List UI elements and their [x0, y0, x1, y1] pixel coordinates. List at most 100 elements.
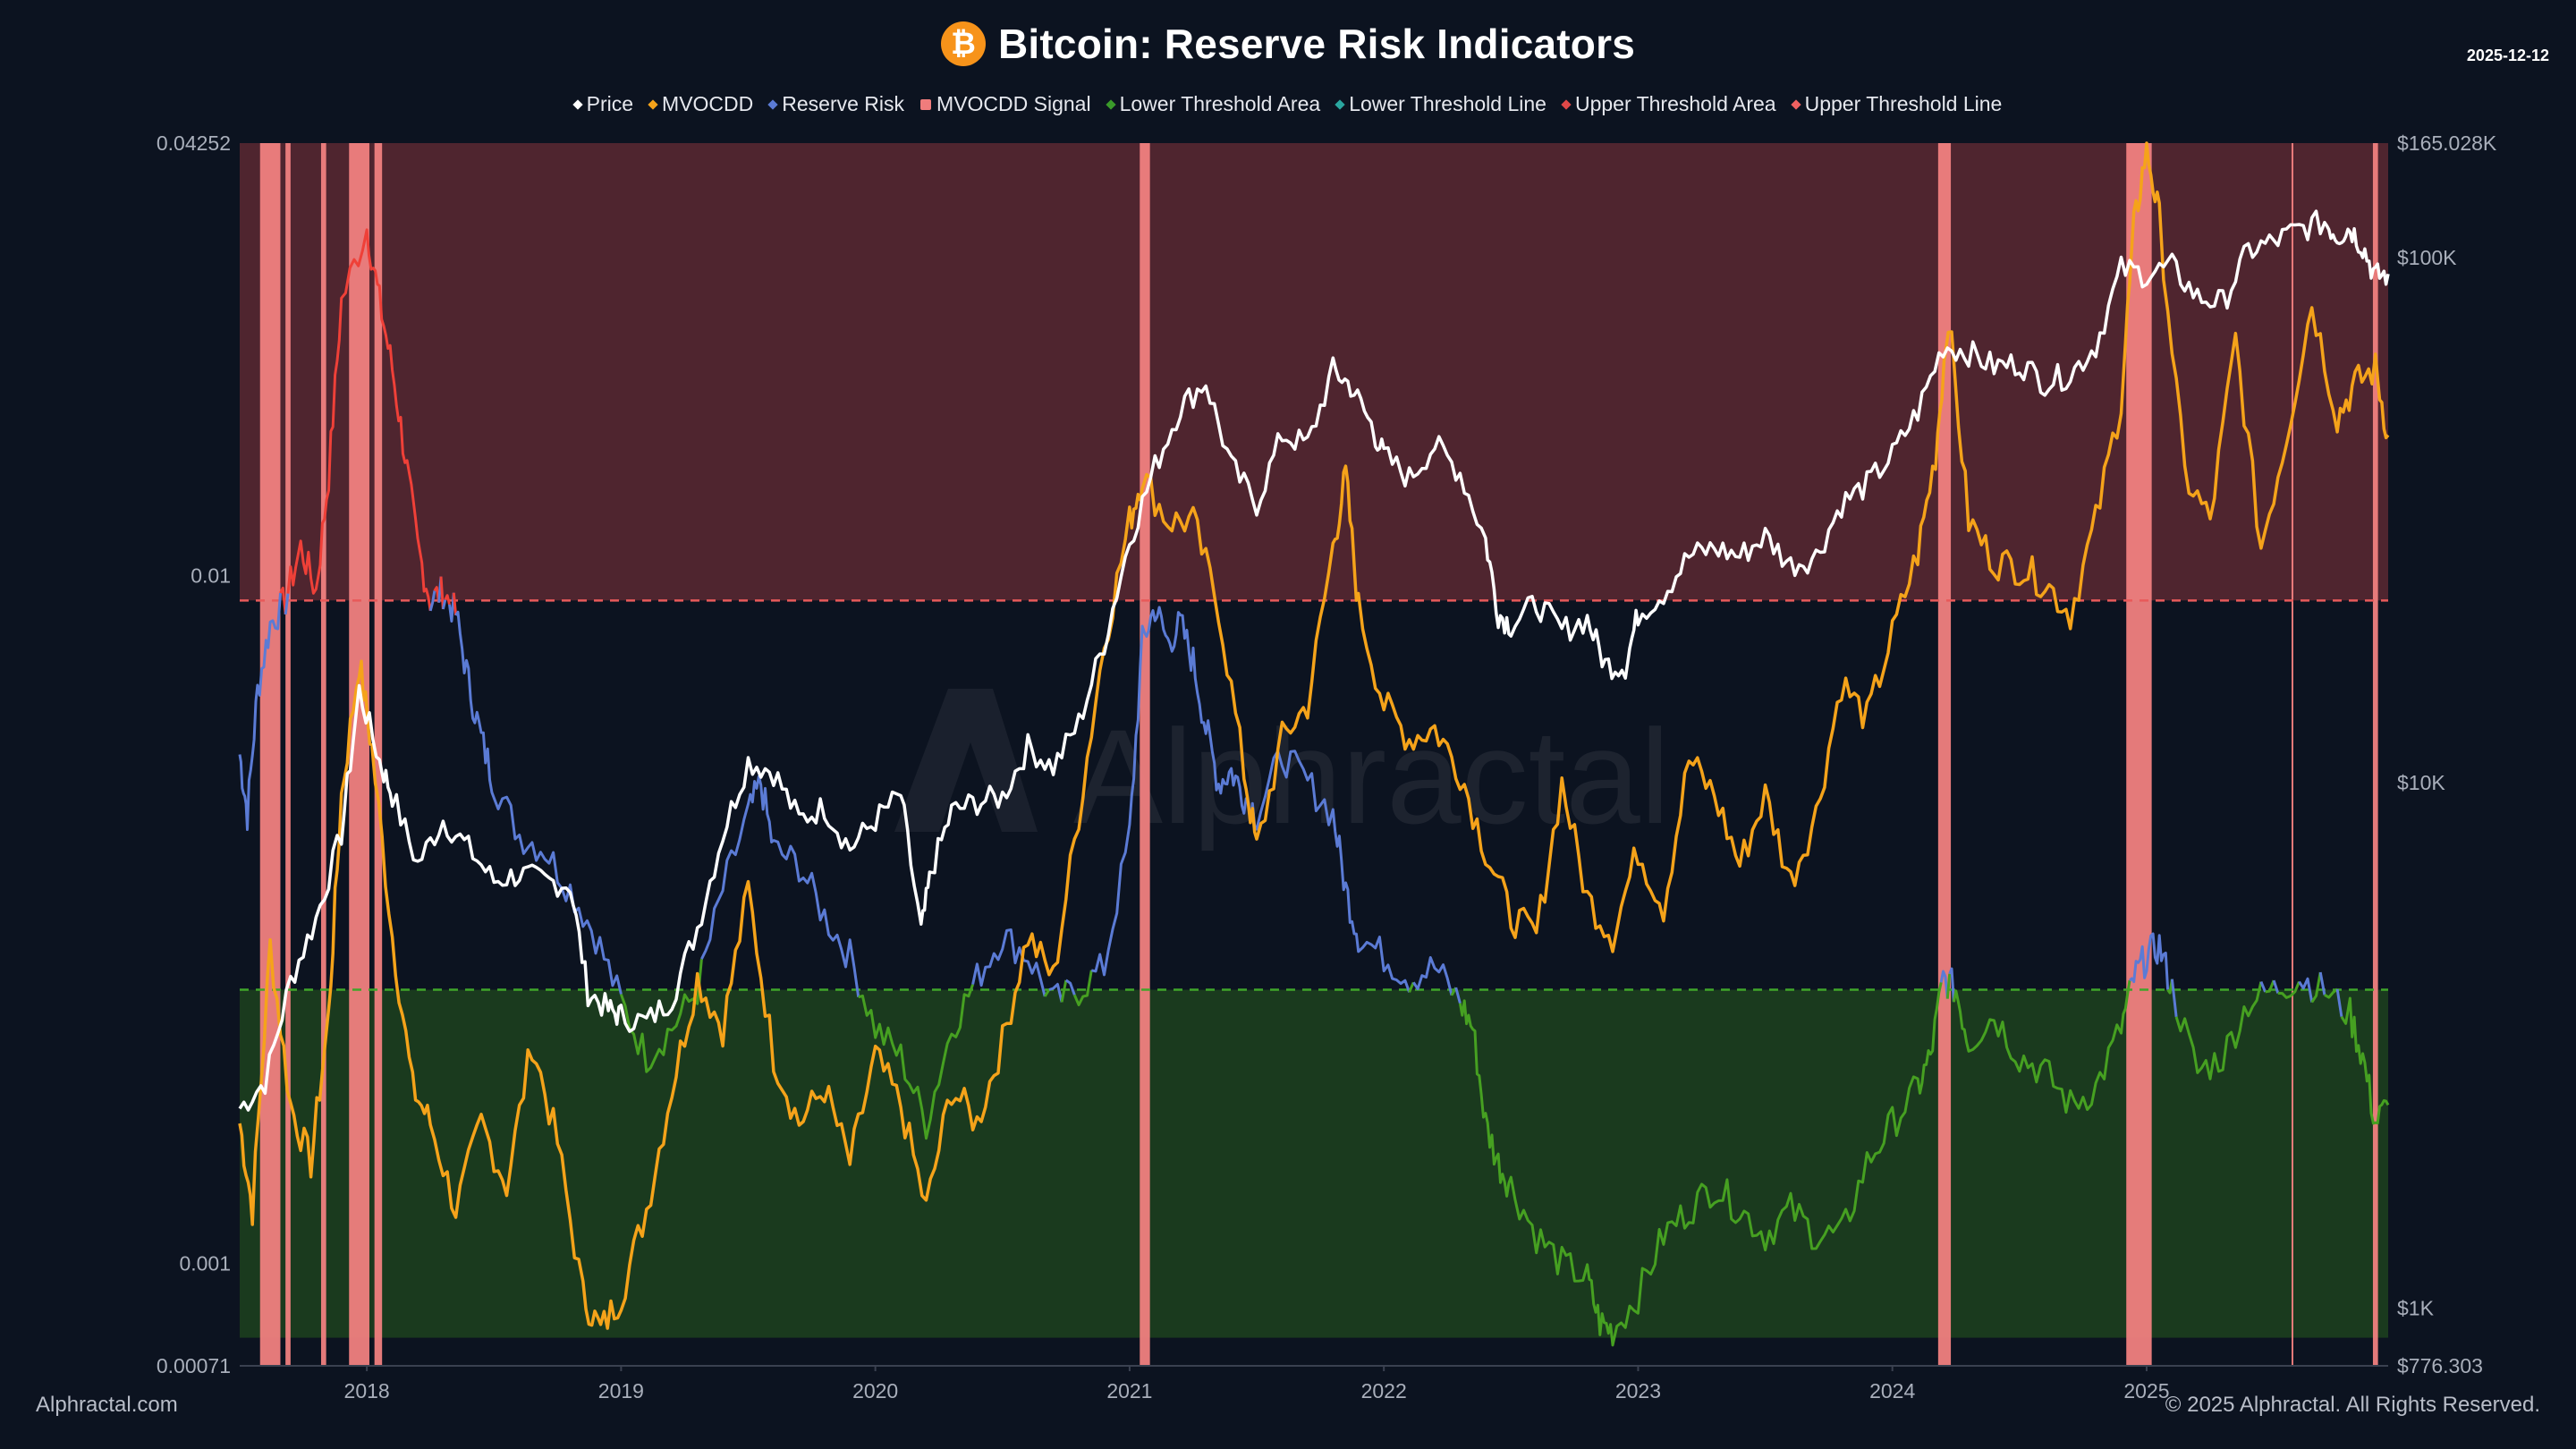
- reserve-risk-line-segment: [448, 592, 455, 623]
- left-axis-tick-label: 0.001: [179, 1252, 231, 1275]
- legend-label: Upper Threshold Line: [1804, 92, 2003, 115]
- legend-item-price[interactable]: Price: [572, 92, 634, 116]
- reserve-risk-line-segment: [700, 775, 860, 997]
- reserve-risk-line-segment: [619, 959, 703, 1073]
- reserve-risk-line-segment: [2170, 979, 2178, 1017]
- legend-label: Price: [586, 92, 634, 115]
- mvocdd-signal-bar: [1937, 143, 1952, 1366]
- left-axis-tick-label: 0.01: [191, 564, 231, 587]
- legend-item-lower-threshold-line[interactable]: Lower Threshold Line: [1335, 92, 1546, 116]
- reserve-risk-line-segment: [2340, 996, 2390, 1125]
- x-axis-tick-label: 2025: [2123, 1379, 2169, 1402]
- reserve-risk-line-segment: [2318, 971, 2326, 996]
- legend-marker-icon: [920, 98, 932, 110]
- right-axis-tick-label: $10K: [2397, 771, 2445, 794]
- reserve-risk-line-segment: [1939, 970, 1949, 999]
- reserve-risk-line-segment: [2174, 981, 2263, 1080]
- reserve-risk-line-segment: [1948, 967, 1955, 1003]
- x-axis-tick-label: 2018: [344, 1379, 390, 1402]
- legend-label: MVOCDD Signal: [936, 92, 1091, 115]
- reserve-risk-line-segment: [428, 590, 436, 612]
- right-axis-tick-label: $100K: [2397, 246, 2457, 269]
- reserve-risk-line-segment: [2272, 979, 2280, 994]
- left-axis-tick-label: 0.04252: [157, 131, 231, 155]
- reserve-risk-line-segment: [971, 928, 1046, 997]
- lower-threshold-area: [240, 989, 2388, 1338]
- reserve-risk-line-segment: [439, 576, 445, 610]
- reserve-risk-line-segment: [2335, 988, 2343, 1017]
- mvocdd-signal-bar: [2126, 143, 2152, 1366]
- reserve-risk-line-segment: [1043, 988, 1051, 997]
- reserve-risk-line-segment: [452, 592, 458, 616]
- mvocdd-line: [238, 141, 2390, 1330]
- reserve-risk-line-segment: [1072, 970, 1093, 1006]
- mvocdd-signal-bar: [374, 143, 383, 1366]
- reserve-risk-line-segment: [2259, 981, 2267, 993]
- mvocdd-signal-bar: [320, 143, 326, 1366]
- legend-item-mvocdd[interactable]: MVOCDD: [648, 92, 754, 116]
- reserve-risk-line-segment: [1412, 956, 1453, 996]
- x-axis-tick-label: 2022: [1361, 1379, 1407, 1402]
- chart-header: ₿ Bitcoin: Reserve Risk Indicators: [0, 20, 2576, 68]
- reserve-risk-line-segment: [1408, 981, 1415, 993]
- legend: Price MVOCDD Reserve Risk MVOCDD Signal Lowe…: [0, 92, 2576, 116]
- legend-label: Lower Threshold Line: [1349, 92, 1546, 115]
- reserve-risk-line-segment: [1048, 982, 1063, 1003]
- reserve-risk-line-segment: [1454, 987, 1462, 1004]
- left-axis-tick-label: 0.00071: [157, 1354, 231, 1377]
- legend-item-mvocdd-signal[interactable]: MVOCDD Signal: [920, 92, 1091, 116]
- reserve-risk-line-segment: [1064, 979, 1076, 996]
- reserve-risk-line-segment: [441, 599, 447, 610]
- reserve-risk-line-segment: [1090, 606, 1411, 993]
- mvocdd-signal-bar: [2372, 143, 2378, 1366]
- x-axis-tick-label: 2020: [852, 1379, 898, 1402]
- right-axis-tick-label: $776.303: [2397, 1354, 2483, 1377]
- reserve-risk-line-segment: [2277, 980, 2301, 999]
- mvocdd-signal-bar: [349, 143, 369, 1366]
- price-line: [238, 209, 2390, 1112]
- reserve-risk-line-segment: [2265, 979, 2275, 994]
- mvocdd-signal-bar: [259, 143, 281, 1366]
- reserve-risk-line-segment: [284, 593, 290, 615]
- date-label: 2025-12-12: [2466, 47, 2549, 64]
- mvocdd-signal-bar: [285, 143, 291, 1366]
- legend-label: Upper Threshold Area: [1574, 92, 1776, 115]
- x-axis-tick-label: 2023: [1615, 1379, 1661, 1402]
- legend-item-reserve-risk[interactable]: Reserve Risk: [767, 92, 905, 116]
- reserve-risk-line-segment: [2324, 987, 2339, 999]
- reserve-risk-line-segment: [444, 594, 451, 606]
- chart-title: Bitcoin: Reserve Risk Indicators: [998, 21, 1635, 67]
- right-axis-tick-label: $165.028K: [2397, 131, 2497, 155]
- reserve-risk-line-segment: [1945, 973, 1952, 999]
- reserve-risk-line-segment: [1458, 981, 1943, 1347]
- x-axis-tick-label: 2021: [1106, 1379, 1152, 1402]
- mvocdd-signal-bar: [2291, 143, 2293, 1366]
- reserve-risk-line-segment: [238, 592, 282, 831]
- legend-item-upper-threshold-area[interactable]: Upper Threshold Area: [1561, 92, 1776, 116]
- x-axis-tick-label: 2019: [598, 1379, 644, 1402]
- upper-threshold-area: [240, 143, 2388, 601]
- x-axis-tick-label: 2024: [1869, 1379, 1915, 1402]
- right-axis-tick-label: $1K: [2397, 1296, 2435, 1319]
- reserve-risk-line-segment: [858, 984, 975, 1140]
- watermark-logo-icon: [894, 689, 1038, 832]
- footer-site-link[interactable]: Alphractal.com: [36, 1393, 178, 1417]
- legend-item-upper-threshold-line[interactable]: Upper Threshold Line: [1790, 92, 2003, 116]
- mvocdd-signal-bar: [1140, 143, 1150, 1366]
- reserve-risk-line-segment: [2129, 932, 2170, 990]
- watermark-text: Alphractal: [1073, 701, 1670, 852]
- legend-label: Lower Threshold Area: [1119, 92, 1321, 115]
- legend-item-lower-threshold-area[interactable]: Lower Threshold Area: [1105, 92, 1321, 116]
- reserve-risk-line-segment: [454, 610, 623, 995]
- footer-copyright: © 2025 Alphractal. All Rights Reserved.: [2165, 1393, 2540, 1417]
- reserve-risk-line-segment: [2298, 977, 2314, 1003]
- reserve-risk-line-segment: [2310, 971, 2322, 1004]
- reserve-risk-line-segment: [1952, 979, 2131, 1114]
- reserve-risk-line-segment: [1060, 979, 1068, 1003]
- bitcoin-icon: ₿: [941, 21, 987, 66]
- legend-label: Reserve Risk: [782, 92, 905, 115]
- legend-label: MVOCDD: [662, 92, 754, 115]
- reserve-risk-line-segment: [279, 586, 287, 615]
- reserve-risk-line-segment: [286, 228, 432, 612]
